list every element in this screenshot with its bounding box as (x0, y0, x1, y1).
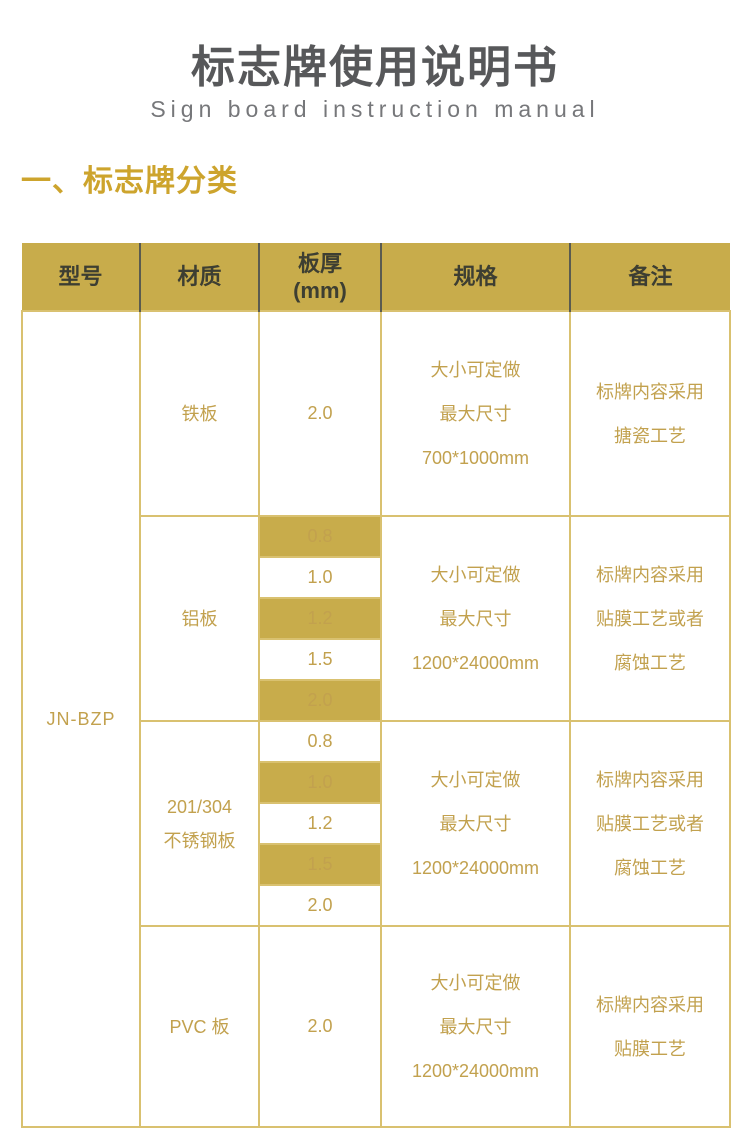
table-row: 201/304 不锈钢板 0.8 大小可定做 最大尺寸 1200*24000mm… (22, 720, 731, 927)
table-row: 1.2 (22, 597, 730, 640)
table-header-row: 型号 材质 板厚 (mm) 规格 备注 (22, 243, 730, 311)
header-spec: 规格 (380, 243, 570, 311)
thickness-cell: 0.8 (258, 515, 382, 558)
model-cell: JN-BZP (21, 310, 141, 1128)
page-title: 标志牌使用说明书 (191, 43, 559, 92)
thickness-cell: 2.0 (258, 310, 382, 517)
header-material: 材质 (139, 243, 259, 311)
thickness-cell: 2.0 (258, 679, 382, 722)
spec-cell: 大小可定做 最大尺寸 1200*24000mm (380, 925, 571, 1128)
material-cell-iron: 铁板 (139, 310, 260, 517)
page-subtitle: Sign board instruction manual (150, 96, 600, 122)
spec-cell: 大小可定做 最大尺寸 1200*24000mm (380, 720, 571, 927)
thickness-cell: 1.0 (258, 556, 382, 599)
table-row: 1.2 (22, 802, 730, 845)
table-row: PVC 板 2.0 大小可定做 最大尺寸 1200*24000mm 标牌内容采用… (22, 925, 731, 1128)
classification-table: 型号 材质 板厚 (mm) 规格 备注 JN-BZP 铁板 2.0 大小可定做 … (21, 243, 731, 1128)
table-row: 1.5 (22, 843, 730, 886)
note-cell: 标牌内容采用 贴膜工艺或者 腐蚀工艺 (569, 515, 731, 722)
table-row: 1.0 (22, 556, 730, 599)
header-note: 备注 (569, 243, 730, 311)
header-thickness: 板厚 (mm) (258, 243, 381, 311)
note-cell: 标牌内容采用 搪瓷工艺 (569, 310, 731, 517)
table-row: 2.0 (22, 679, 730, 722)
material-cell-aluminum: 铝板 (139, 515, 260, 722)
spec-cell: 大小可定做 最大尺寸 1200*24000mm (380, 515, 571, 722)
thickness-cell: 1.5 (258, 638, 382, 681)
table-row: JN-BZP 铁板 2.0 大小可定做 最大尺寸 700*1000mm 标牌内容… (21, 310, 731, 1128)
table-row: 2.0 (22, 884, 730, 927)
table-row: 1.5 (22, 638, 730, 681)
material-cell-stainless: 201/304 不锈钢板 (139, 720, 260, 927)
header-model: 型号 (22, 243, 140, 311)
thickness-cell: 2.0 (258, 925, 382, 1128)
table-row: 铝板 0.8 大小可定做 最大尺寸 1200*24000mm 标牌内容采用 贴膜… (22, 515, 731, 722)
thickness-cell: 1.5 (258, 843, 382, 886)
thickness-cell: 1.2 (258, 802, 382, 845)
note-cell: 标牌内容采用 贴膜工艺 (569, 925, 731, 1128)
material-cell-pvc: PVC 板 (139, 925, 260, 1128)
note-cell: 标牌内容采用 贴膜工艺或者 腐蚀工艺 (569, 720, 731, 927)
section-heading: 一、标志牌分类 (21, 165, 238, 198)
thickness-cell: 1.0 (258, 761, 382, 804)
table-row: 1.0 (22, 761, 730, 804)
thickness-cell: 2.0 (258, 884, 382, 927)
thickness-cell: 1.2 (258, 597, 382, 640)
thickness-cell: 0.8 (258, 720, 382, 763)
spec-cell: 大小可定做 最大尺寸 700*1000mm (380, 310, 571, 517)
